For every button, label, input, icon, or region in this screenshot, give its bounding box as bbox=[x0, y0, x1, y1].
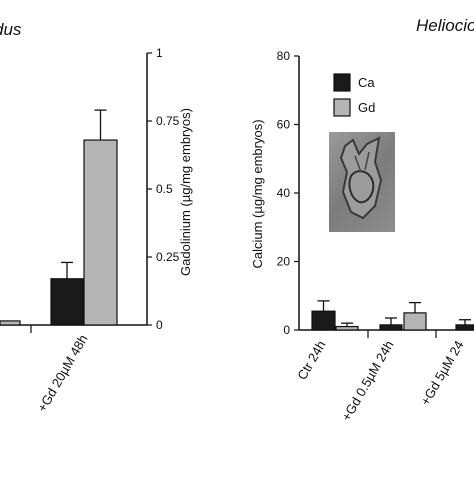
legend-swatch-gd bbox=[333, 98, 351, 117]
left-bar-gd bbox=[0, 320, 21, 326]
embryo-photo-inset bbox=[329, 132, 395, 232]
embryo-photo-image bbox=[339, 136, 383, 220]
left-y-tick-label: 1 bbox=[156, 46, 163, 60]
left-bar-ca bbox=[50, 278, 84, 326]
right-x-category-label: Ctr 24h bbox=[294, 338, 328, 382]
legend-swatch-ca bbox=[333, 73, 351, 92]
right-x-category-label: +Gd 0.5µM 24h bbox=[338, 338, 396, 424]
left-y-tick-label: 0 bbox=[156, 318, 163, 332]
legend-label-gd: Gd bbox=[358, 100, 375, 115]
right-y-tick-label: 0 bbox=[283, 323, 290, 337]
right-x-category-label: +Gd 5µM 24 bbox=[418, 338, 467, 408]
right-y-tick-label: 80 bbox=[277, 49, 291, 63]
right-bar-gd bbox=[335, 325, 359, 331]
left-panel-title: dus bbox=[0, 20, 22, 39]
left-y-tick-label: 0.75 bbox=[156, 114, 180, 128]
right-y-tick-label: 60 bbox=[277, 118, 291, 132]
right-bar-gd bbox=[403, 312, 427, 331]
right-y-tick-label: 40 bbox=[277, 186, 291, 200]
right-bar-ca bbox=[455, 324, 474, 331]
left-y-tick-label: 0.25 bbox=[156, 250, 180, 264]
left-y-tick-label: 0.5 bbox=[156, 182, 173, 196]
left-y-axis-label: Gadolinium (µg/mg embryos) bbox=[178, 108, 193, 276]
left-bar-gd bbox=[83, 139, 118, 326]
right-y-tick-label: 20 bbox=[277, 255, 291, 269]
right-bar-ca bbox=[311, 310, 336, 331]
right-bar-ca bbox=[379, 324, 403, 331]
legend-label-ca: Ca bbox=[358, 75, 375, 90]
right-y-axis-label: Calcium (µg/mg embryos) bbox=[250, 119, 265, 268]
right-panel-title: Heliocio bbox=[416, 16, 474, 35]
left-x-category-label: +Gd 20µM 48h bbox=[34, 332, 90, 415]
